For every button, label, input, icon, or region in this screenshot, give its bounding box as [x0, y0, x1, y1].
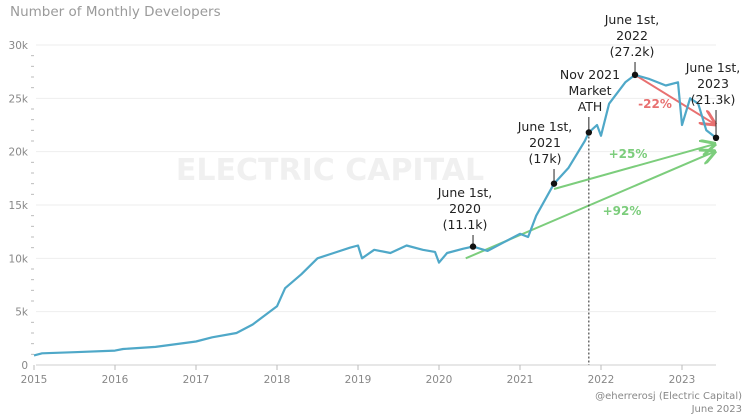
annotation-text: (21.3k): [691, 92, 736, 107]
y-tick-label: 0: [21, 360, 28, 372]
x-tick-label: 2023: [669, 374, 696, 386]
annotation-dot: [550, 180, 558, 187]
y-tick-label: 20k: [9, 147, 29, 159]
annotation-text: 2020: [449, 201, 481, 216]
y-tick-label: 30k: [9, 40, 29, 52]
annotation-text: ATH: [578, 99, 603, 114]
annotation-text: June 1st,: [604, 12, 660, 27]
watermark: ELECTRIC CAPITAL: [176, 153, 484, 188]
chart-title: Number of Monthly Developers: [10, 4, 221, 20]
annotation-text: 2021: [529, 135, 561, 150]
annotation-text: (27.2k): [610, 44, 655, 59]
x-tick-label: 2021: [507, 374, 534, 386]
trend-label: +25%: [609, 147, 648, 161]
x-tick-label: 2015: [21, 374, 48, 386]
x-tick-label: 2020: [426, 374, 453, 386]
x-tick-label: 2016: [102, 374, 129, 386]
annotation-text: Nov 2021: [560, 67, 620, 82]
annotation-text: (11.1k): [443, 217, 488, 232]
y-tick-label: 15k: [9, 200, 29, 212]
trend-arrow: [553, 144, 714, 190]
credit-author: @eherrerosj (Electric Capital): [595, 391, 742, 402]
trend-label: -22%: [638, 97, 672, 111]
annotation-dot: [631, 71, 639, 79]
annotation-text: Market: [569, 83, 612, 98]
x-tick-label: 2019: [345, 374, 372, 386]
credit-date: June 2023: [691, 404, 742, 415]
annotation-dot: [712, 134, 720, 141]
x-tick-label: 2017: [183, 374, 210, 386]
annotation-dot: [585, 129, 593, 136]
annotation-text: 2022: [616, 28, 648, 43]
annotation-text: June 1st,: [517, 119, 573, 134]
annotation-text: June 1st,: [437, 185, 493, 200]
x-tick-label: 2018: [264, 374, 291, 386]
annotation-dot: [469, 243, 477, 250]
annotation-text: June 1st,: [685, 60, 741, 75]
y-tick-label: 5k: [15, 307, 29, 319]
annotation-text: 2023: [697, 76, 729, 91]
y-tick-label: 10k: [9, 253, 29, 265]
y-tick-label: 25k: [9, 93, 29, 105]
annotation-text: (17k): [529, 151, 562, 166]
x-tick-label: 2022: [588, 374, 615, 386]
trend-label: +92%: [603, 204, 642, 218]
